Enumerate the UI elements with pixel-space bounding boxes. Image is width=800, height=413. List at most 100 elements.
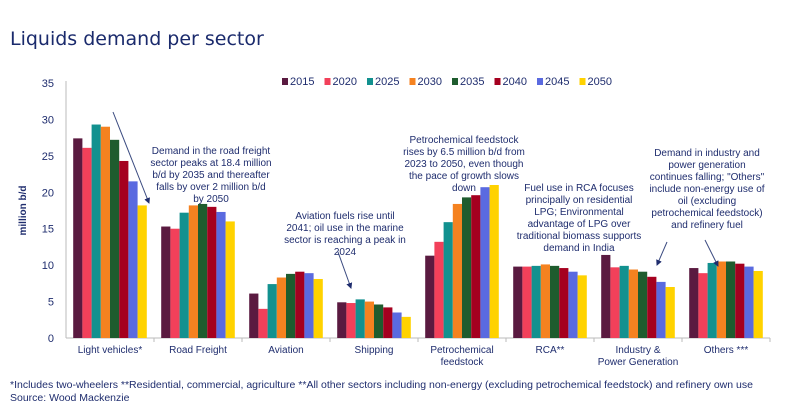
bar-2030: [716, 261, 726, 338]
x-tick-label: Power Generation: [598, 357, 679, 368]
bar-2045: [216, 211, 226, 338]
bar-2045: [744, 266, 754, 338]
legend-swatch-2020: [324, 78, 331, 85]
bar-2020: [522, 266, 532, 338]
legend-swatch-2025: [367, 78, 373, 85]
bar-2035: [638, 271, 648, 338]
bar-2050: [225, 221, 235, 338]
footnote: *Includes two-wheelers **Residential, co…: [10, 379, 753, 391]
x-tick-label: Shipping: [355, 345, 394, 356]
bar-2030: [276, 277, 286, 338]
bar-2030: [540, 264, 550, 338]
legend-label-2035: 2035: [460, 76, 484, 88]
legend-swatch-2035: [452, 78, 458, 85]
y-tick-label: 30: [42, 114, 54, 126]
bar-2040: [295, 271, 305, 338]
bar-2035: [462, 197, 472, 338]
legend-label-2025: 2025: [375, 76, 399, 88]
bar-2040: [559, 268, 569, 338]
source: Source: Wood Mackenzie: [10, 392, 130, 404]
annotation-aviation-shipping: Aviation fuels rise until 2041; oil use …: [284, 211, 406, 258]
bar-2050: [137, 205, 147, 338]
bar-2030: [628, 269, 638, 338]
bar-2035: [374, 304, 384, 338]
bar-2030: [100, 126, 110, 338]
legend-swatch-2040: [494, 78, 501, 85]
x-tick-label: Others ***: [704, 345, 749, 356]
bar-2045: [128, 181, 138, 338]
bar-2025: [355, 299, 365, 338]
bar-2025: [531, 265, 541, 338]
bar-2035: [550, 265, 560, 338]
bar-2040: [383, 307, 393, 338]
y-tick-label: 35: [42, 78, 54, 90]
bar-2020: [610, 267, 620, 338]
bar-2025: [707, 262, 717, 338]
x-tick-label: Aviation: [268, 345, 303, 356]
legend-label-2045: 2045: [545, 76, 569, 88]
bar-2035: [110, 139, 120, 338]
legend-swatch-2045: [537, 78, 543, 85]
annotation-road-freight: Demand in the road freight sector peaks …: [150, 146, 272, 205]
bar-2025: [443, 222, 453, 338]
y-tick-label: 10: [42, 260, 54, 272]
bar-2050: [313, 278, 323, 338]
bar-2015: [249, 293, 259, 338]
bar-2045: [392, 312, 402, 338]
bar-2015: [73, 138, 83, 338]
annotation-arrow: [656, 241, 668, 266]
legend-label-2030: 2030: [418, 76, 442, 88]
chart-title: Liquids demand per sector: [10, 28, 264, 50]
bar-2050: [401, 316, 411, 338]
bar-2015: [161, 226, 171, 338]
legend-swatch-2030: [409, 78, 416, 85]
bar-2040: [119, 160, 129, 338]
bar-2025: [619, 265, 629, 338]
bar-2050: [577, 275, 587, 338]
bar-2030: [452, 203, 462, 338]
annotation-industry-others: Demand in industry and power generation …: [649, 148, 765, 231]
bar-2040: [207, 206, 217, 338]
y-axis-label: million b/d: [18, 186, 29, 236]
x-tick-label: Road Freight: [169, 345, 227, 356]
bar-2045: [656, 281, 666, 338]
bar-2045: [568, 271, 578, 338]
annotation-rca: Fuel use in RCA focuses principally on r…: [516, 183, 642, 254]
bar-2015: [337, 302, 347, 338]
bar-2030: [188, 205, 198, 338]
bar-2050: [665, 287, 675, 338]
bar-2030: [364, 301, 374, 338]
bar-2035: [726, 261, 736, 338]
bar-2025: [179, 212, 189, 338]
x-tick-label: Petrochemical: [430, 345, 493, 356]
bar-2015: [689, 268, 699, 338]
annotation-arrow: [704, 239, 719, 267]
y-tick-label: 20: [42, 187, 54, 199]
y-tick-label: 5: [48, 297, 54, 309]
bar-2040: [647, 276, 657, 338]
y-tick-label: 0: [48, 333, 54, 345]
bar-2040: [735, 263, 745, 338]
legend-label-2015: 2015: [290, 76, 314, 88]
legend-swatch-2015: [282, 78, 288, 85]
legend-label-2020: 2020: [333, 76, 357, 88]
bar-2050: [753, 270, 763, 338]
bar-2015: [425, 255, 435, 338]
bar-2025: [91, 124, 101, 339]
x-tick-label: feedstock: [441, 357, 485, 368]
bar-2050: [489, 185, 499, 338]
legend-label-2040: 2040: [503, 76, 527, 88]
bar-2035: [198, 203, 208, 338]
bar-2020: [82, 147, 92, 338]
legend-swatch-2050: [579, 78, 586, 85]
y-tick-label: 25: [42, 151, 54, 163]
annotation-petrochemical: Petrochemical feedstock rises by 6.5 mil…: [403, 135, 525, 194]
annotation-arrow: [337, 251, 353, 289]
bar-2020: [698, 273, 708, 338]
bar-2015: [601, 254, 611, 338]
bar-2035: [286, 273, 296, 338]
annotation-arrow: [112, 111, 150, 204]
bar-2045: [304, 273, 314, 338]
bar-2020: [258, 308, 268, 338]
